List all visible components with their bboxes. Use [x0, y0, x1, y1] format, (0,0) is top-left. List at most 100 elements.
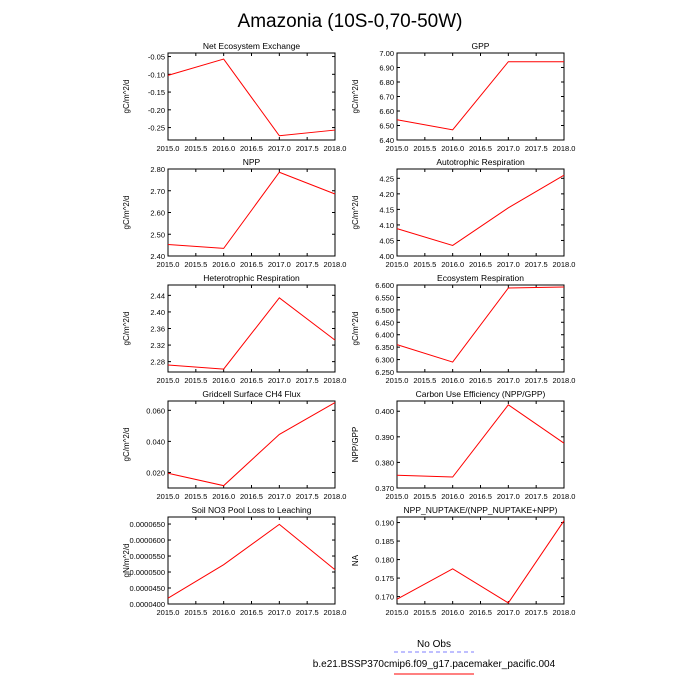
x-tick-label: 2017.0	[268, 492, 291, 501]
x-tick-label: 2018.0	[324, 608, 347, 617]
x-tick-label: 2015.0	[157, 492, 180, 501]
chart-panel: Ecosystem Respiration 2015.0 2015.5 2016.0 2…	[351, 273, 575, 385]
y-tick-label: 0.0000500	[130, 568, 165, 577]
y-tick-label: 2.36	[150, 325, 165, 334]
x-tick-label: 2017.5	[296, 376, 319, 385]
x-tick-label: 2017.5	[525, 376, 548, 385]
y-tick-label: 6.60	[379, 107, 394, 116]
series-line	[396, 520, 565, 604]
x-tick-label: 2017.5	[296, 144, 319, 153]
y-axis-label: gC/m^2/d	[122, 312, 131, 346]
panel-title: Autotrophic Respiration	[436, 157, 525, 167]
chart-panel: Heterotrophic Respiration 2015.0 2015.5 201…	[122, 273, 346, 385]
x-tick-label: 2018.0	[324, 260, 347, 269]
y-axis-label: gC/m^2/d	[351, 80, 360, 114]
x-tick-label: 2017.0	[268, 376, 291, 385]
x-tick-label: 2017.0	[497, 376, 520, 385]
y-tick-label: 0.175	[375, 574, 394, 583]
x-tick-label: 2018.0	[553, 260, 576, 269]
y-tick-label: 0.040	[146, 437, 165, 446]
x-tick-label: 2016.0	[441, 492, 464, 501]
panel-title: Gridcell Surface CH4 Flux	[202, 389, 301, 399]
x-tick-label: 2017.0	[497, 260, 520, 269]
x-tick-label: 2017.0	[268, 608, 291, 617]
x-tick-label: 2015.0	[386, 144, 409, 153]
y-tick-label: -0.10	[148, 70, 165, 79]
y-tick-label: 0.190	[375, 519, 394, 528]
plot-frame	[167, 516, 336, 605]
x-tick-label: 2016.5	[469, 260, 492, 269]
y-tick-label: 4.25	[379, 174, 394, 183]
series-line	[396, 286, 565, 363]
y-axis-label: gC/m^2/d	[122, 428, 131, 462]
chart-panels: Net Ecosystem Exchange 2015.0 2015.5 2016.0…	[122, 41, 575, 617]
y-tick-label: 6.90	[379, 64, 394, 73]
x-tick-label: 2017.5	[525, 492, 548, 501]
y-tick-label: 6.50	[379, 122, 394, 131]
y-tick-label: 0.0000400	[130, 600, 165, 609]
x-tick-label: 2015.0	[157, 376, 180, 385]
y-tick-label: 6.70	[379, 93, 394, 102]
y-tick-label: 0.170	[375, 593, 394, 602]
x-tick-label: 2015.0	[386, 376, 409, 385]
y-tick-label: 6.40	[379, 136, 394, 145]
x-tick-label: 2017.0	[268, 144, 291, 153]
series-line	[167, 297, 336, 370]
x-tick-label: 2017.0	[497, 608, 520, 617]
y-tick-label: 2.28	[150, 358, 165, 367]
y-tick-label: -0.25	[148, 124, 165, 133]
x-tick-label: 2017.0	[497, 492, 520, 501]
figure-title: Amazonia (10S-0,70-50W)	[238, 11, 463, 32]
y-tick-label: 0.400	[375, 407, 394, 416]
series-line	[396, 404, 565, 478]
x-tick-label: 2015.5	[413, 376, 436, 385]
y-tick-label: 0.185	[375, 537, 394, 546]
y-tick-label: 2.40	[150, 252, 165, 261]
y-tick-label: 0.020	[146, 468, 165, 477]
x-tick-label: 2016.0	[441, 260, 464, 269]
y-tick-label: 6.400	[375, 331, 394, 340]
x-tick-label: 2017.5	[296, 492, 319, 501]
panel-title: NPP	[243, 157, 261, 167]
y-tick-label: 0.380	[375, 458, 394, 467]
y-tick-label: 6.250	[375, 368, 394, 377]
x-tick-label: 2017.0	[268, 260, 291, 269]
y-tick-label: 2.40	[150, 308, 165, 317]
y-tick-label: 2.70	[150, 187, 165, 196]
y-tick-label: 4.20	[379, 190, 394, 199]
x-tick-label: 2015.0	[157, 144, 180, 153]
x-tick-label: 2015.5	[184, 144, 207, 153]
x-tick-label: 2016.0	[212, 144, 235, 153]
y-axis-label: NA	[351, 554, 360, 566]
x-tick-label: 2016.0	[441, 608, 464, 617]
x-tick-label: 2018.0	[553, 608, 576, 617]
series-line	[396, 61, 564, 131]
plot-frame	[167, 400, 336, 489]
y-axis-label: gN/m^2/d	[122, 544, 131, 578]
chart-panel: Carbon Use Efficiency (NPP/GPP) 2015.0 201…	[351, 389, 575, 501]
y-tick-label: -0.05	[148, 53, 165, 62]
y-tick-label: 2.44	[150, 291, 165, 300]
x-tick-label: 2017.5	[296, 608, 319, 617]
plot-frame	[396, 168, 565, 257]
x-tick-label: 2015.0	[386, 260, 409, 269]
plot-frame	[167, 52, 336, 141]
plot-frame	[396, 284, 565, 373]
x-tick-label: 2016.0	[212, 492, 235, 501]
x-tick-label: 2016.5	[240, 376, 263, 385]
chart-panel: Gridcell Surface CH4 Flux 2015.0 2015.5 201…	[122, 389, 346, 501]
x-tick-label: 2016.0	[441, 376, 464, 385]
legend: No Obs b.e21.BSSP370cmip6.f09_g17.pacema…	[313, 639, 556, 675]
x-tick-label: 2016.5	[240, 608, 263, 617]
x-tick-label: 2015.0	[157, 608, 180, 617]
plot-frame	[167, 168, 336, 257]
x-tick-label: 2018.0	[324, 376, 347, 385]
plot-frame	[396, 400, 565, 489]
x-tick-label: 2016.5	[240, 260, 263, 269]
x-tick-label: 2016.0	[212, 376, 235, 385]
chart-panel: Autotrophic Respiration 2015.0 2015.5 2016.…	[351, 157, 575, 269]
y-tick-label: 6.450	[375, 318, 394, 327]
chart-panel: Net Ecosystem Exchange 2015.0 2015.5 2016.0…	[122, 41, 346, 153]
y-tick-label: 0.0000600	[130, 536, 165, 545]
